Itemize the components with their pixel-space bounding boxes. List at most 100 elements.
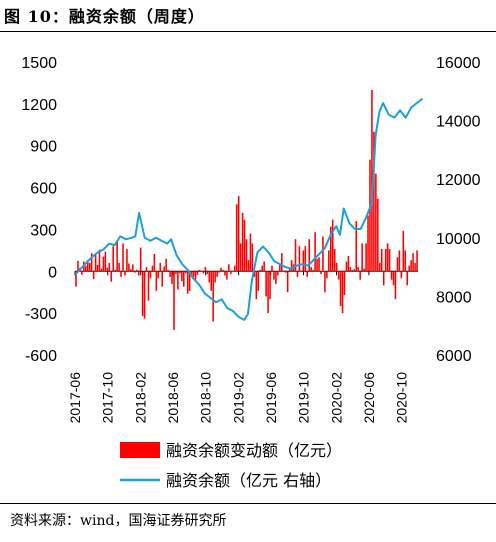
change-bar xyxy=(171,271,173,284)
change-bar xyxy=(249,233,252,272)
change-bar xyxy=(222,269,224,272)
change-bar xyxy=(112,246,115,272)
change-bar xyxy=(320,271,322,275)
change-bar xyxy=(308,239,311,272)
left-tick-label: 600 xyxy=(30,181,57,198)
change-bar xyxy=(371,89,373,272)
change-bar xyxy=(369,159,371,272)
change-bar xyxy=(151,265,154,272)
change-bar xyxy=(137,271,140,276)
change-bar xyxy=(255,271,258,300)
change-bar xyxy=(414,262,416,272)
change-bar xyxy=(377,198,379,272)
change-bar xyxy=(284,271,287,273)
change-bar xyxy=(259,269,262,272)
x-axis-ticks: 2017-06 2017-10 2018-02 2018-06 2018-10 2019-… xyxy=(67,372,410,424)
left-tick-label: -300 xyxy=(25,306,57,323)
change-bar xyxy=(404,250,407,272)
change-bar xyxy=(159,262,162,272)
change-bar xyxy=(120,271,122,277)
change-bar xyxy=(241,212,244,272)
change-bar xyxy=(188,271,191,291)
change-bar xyxy=(347,255,350,272)
change-bar xyxy=(277,271,279,276)
change-bar xyxy=(410,260,412,272)
right-tick-label: 16000 xyxy=(436,55,481,72)
change-bar xyxy=(300,270,303,272)
change-bar xyxy=(179,271,181,274)
change-bar xyxy=(77,260,79,272)
change-bar xyxy=(349,267,352,272)
change-bar xyxy=(382,271,385,286)
change-bar xyxy=(134,271,136,273)
change-bar xyxy=(92,271,95,279)
change-bar xyxy=(157,271,160,279)
change-bar xyxy=(400,271,403,279)
change-bar xyxy=(114,269,116,272)
change-bar xyxy=(251,243,254,272)
change-bar xyxy=(416,250,418,272)
change-bar xyxy=(149,271,152,279)
change-bar xyxy=(75,271,77,287)
change-bar xyxy=(363,268,365,272)
change-bar xyxy=(118,262,120,272)
change-bar xyxy=(345,261,348,272)
change-bar xyxy=(128,263,130,272)
figure-title: 图 10：融资余额（周度） xyxy=(4,7,205,26)
zero-axis-layer xyxy=(74,270,418,276)
balance-line xyxy=(74,97,424,321)
change-bar xyxy=(302,250,305,272)
change-bar xyxy=(208,271,211,283)
change-bar xyxy=(235,204,238,272)
x-tick-label: 2019-06 xyxy=(263,372,279,424)
margin-balance-chart: -600 -300 0 300 600 900 1200 1500 6000 8000 10000… xyxy=(21,55,481,490)
change-bar xyxy=(153,253,156,272)
change-bar xyxy=(233,265,236,272)
change-bar xyxy=(86,260,89,272)
change-bar xyxy=(214,271,216,283)
x-tick-label: 2018-02 xyxy=(133,372,149,424)
change-bar xyxy=(380,248,383,272)
right-tick-label: 14000 xyxy=(436,114,481,131)
change-bar xyxy=(169,271,171,277)
left-tick-label: 900 xyxy=(30,139,57,156)
source-note: 资料来源：wind，国海证券研究所 xyxy=(10,513,227,529)
change-bar xyxy=(394,271,397,300)
change-bar xyxy=(98,249,101,272)
change-bar xyxy=(139,247,142,272)
change-bar xyxy=(273,271,275,280)
change-bar xyxy=(316,258,318,272)
balance-line-layer xyxy=(74,97,424,321)
change-bar xyxy=(177,271,179,290)
change-bar xyxy=(396,257,399,272)
right-tick-label: 10000 xyxy=(436,231,481,248)
change-bar xyxy=(239,243,242,272)
change-bar xyxy=(141,271,144,316)
change-bar xyxy=(359,271,361,280)
change-bar xyxy=(175,271,177,275)
change-bar xyxy=(322,236,324,272)
change-bar xyxy=(357,267,360,272)
change-bar xyxy=(237,195,240,272)
change-bar xyxy=(353,269,356,272)
right-tick-label: 8000 xyxy=(436,289,472,306)
left-tick-label: 0 xyxy=(48,264,57,281)
change-bar xyxy=(314,232,316,272)
change-bar xyxy=(408,265,410,272)
change-bar xyxy=(263,261,265,272)
change-bar xyxy=(286,271,289,293)
change-bar xyxy=(361,243,363,272)
change-bar xyxy=(181,271,183,282)
change-bar xyxy=(232,270,234,272)
change-bar xyxy=(102,256,105,272)
change-bar xyxy=(326,271,328,279)
change-bar xyxy=(294,239,297,272)
change-bar xyxy=(310,267,312,272)
change-bar xyxy=(110,271,113,282)
change-bar xyxy=(261,265,263,272)
change-bar xyxy=(373,131,375,272)
change-bar xyxy=(230,271,232,275)
change-bar xyxy=(267,271,269,314)
title-rule xyxy=(0,31,496,32)
change-bar xyxy=(351,269,354,272)
